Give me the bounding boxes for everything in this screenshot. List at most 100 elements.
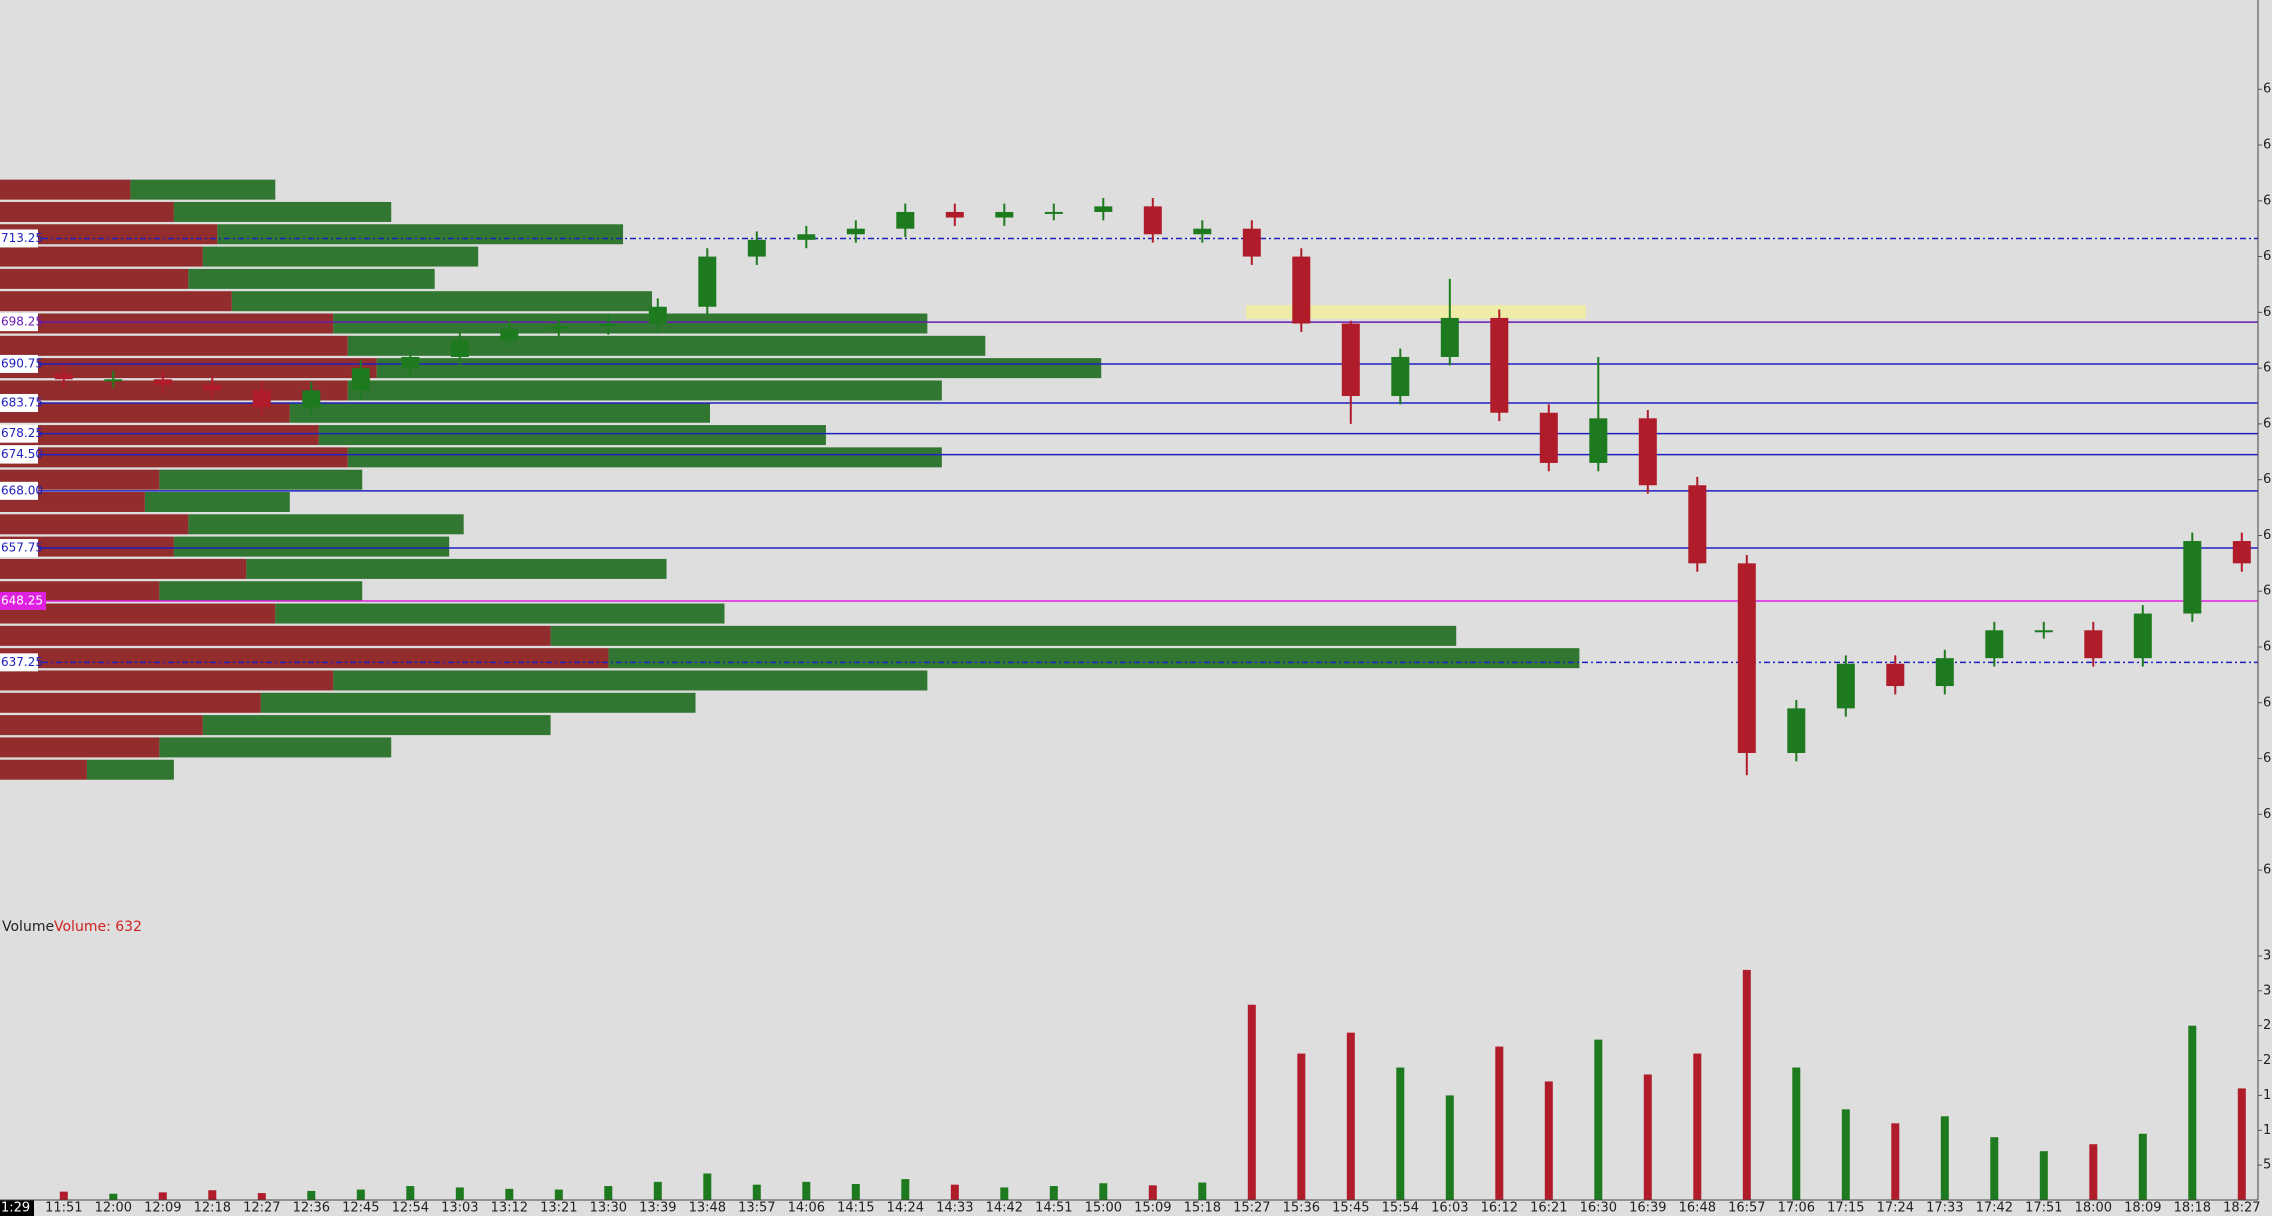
candle-body [104, 379, 123, 382]
y-tick-label: 6 [2263, 305, 2271, 320]
x-tick-label: 15:18 [1184, 1201, 1221, 1216]
x-tick-label: 14:24 [887, 1201, 924, 1216]
x-tick-label: 13:03 [441, 1201, 478, 1216]
profile-bar [0, 425, 319, 446]
candle-body [945, 211, 964, 218]
profile-bar [0, 291, 232, 312]
candle-body [1440, 317, 1459, 357]
profile-bar [86, 759, 174, 780]
price-levels: 713.25 698.25 690.75 683.75 678.25 674.50 668.… [0, 229, 2258, 672]
volume-bar [653, 1181, 662, 1200]
level-label: 657.75 [1, 541, 43, 555]
profile-bar [173, 201, 392, 222]
x-tick-label: 13:30 [590, 1201, 627, 1216]
candle-body [648, 306, 667, 324]
x-tick-label: 17:33 [1926, 1201, 1963, 1216]
profile-bar [0, 648, 609, 669]
level-label-box [0, 354, 38, 373]
volume-readout: Volume: 632 [54, 919, 142, 935]
x-tick-label: 14:51 [1035, 1201, 1072, 1216]
x-tick-label: 12:27 [243, 1201, 280, 1216]
candle-body [1787, 708, 1806, 753]
candle-body [54, 373, 73, 380]
x-tick-label: 15:54 [1382, 1201, 1419, 1216]
x-tick-label: 12:18 [194, 1201, 231, 1216]
volume-bar [59, 1191, 68, 1200]
y-tick-label: 1 [2263, 1123, 2271, 1138]
x-tick-label: 13:39 [639, 1201, 676, 1216]
profile-bar [0, 246, 203, 267]
volume-pane [59, 969, 2246, 1200]
x-tick-label: 13:48 [689, 1201, 726, 1216]
volume-bar [1049, 1186, 1058, 1200]
volume-bar [208, 1190, 217, 1200]
volume-bar [1495, 1046, 1504, 1200]
x-tick-label: 18:27 [2223, 1201, 2260, 1216]
candle-body [1490, 317, 1509, 413]
x-tick-label: 16:39 [1629, 1201, 1666, 1216]
candle-body [500, 329, 519, 341]
volume-bar [1693, 1053, 1702, 1200]
candle-body [1242, 228, 1261, 257]
profile-bar [0, 558, 247, 579]
level-label-box [0, 393, 38, 412]
x-tick-label: 17:15 [1827, 1201, 1864, 1216]
candle-body [1985, 630, 2004, 659]
candle-body [846, 228, 865, 235]
level-label: 713.25 [1, 231, 43, 245]
x-tick-label: 14:42 [986, 1201, 1023, 1216]
volume-profile [0, 179, 1580, 780]
x-tick-label: 15:00 [1085, 1201, 1122, 1216]
profile-bar [260, 692, 696, 713]
candle-body [1589, 418, 1608, 463]
x-tick-label: 12:00 [95, 1201, 132, 1216]
profile-bar [0, 625, 551, 646]
volume-bar [1346, 1032, 1355, 1200]
x-tick-label: 13:57 [738, 1201, 775, 1216]
x-tick-label: 16:12 [1481, 1201, 1518, 1216]
candles [54, 198, 2251, 776]
volume-bar [406, 1186, 415, 1200]
profile-bar [347, 447, 942, 468]
profile-bar [144, 491, 290, 512]
x-tick-label: 17:51 [2025, 1201, 2062, 1216]
profile-bar [376, 358, 1102, 379]
x-tick-label: 18:00 [2075, 1201, 2112, 1216]
x-tick-label: 18:09 [2124, 1201, 2161, 1216]
profile-bar [0, 715, 203, 736]
level-label-box [0, 481, 38, 500]
y-tick-label: 6 [2263, 472, 2271, 487]
profile-bar [188, 514, 464, 535]
volume-bar [1792, 1067, 1801, 1200]
volume-bar [554, 1189, 563, 1200]
volume-bar [901, 1179, 910, 1200]
x-tick-label: 15:36 [1283, 1201, 1320, 1216]
volume-bar [356, 1189, 365, 1200]
x-tick-label: 14:06 [788, 1201, 825, 1216]
candle-body [302, 390, 321, 408]
volume-bar [257, 1193, 266, 1200]
y-tick-label: 1 [2263, 1088, 2271, 1103]
level-label: 674.50 [1, 447, 43, 461]
profile-bar [159, 737, 392, 758]
candle-body [1836, 663, 1855, 709]
volume-bar [950, 1184, 959, 1200]
x-tick-label: 18:18 [2174, 1201, 2211, 1216]
profile-bar [231, 291, 653, 312]
volume-bar [752, 1184, 761, 1200]
candle-body [2133, 613, 2152, 659]
level-label-box [0, 539, 38, 558]
level-label: 648.25 [1, 593, 43, 607]
candle-body [1737, 563, 1756, 753]
candle-body [1143, 206, 1162, 235]
y-tick-label: 6 [2263, 249, 2271, 264]
y-tick-label: 6 [2263, 82, 2271, 97]
profile-bar [0, 402, 290, 423]
y-tick-label: 6 [2263, 138, 2271, 153]
volume-bar [1396, 1067, 1405, 1200]
level-label: 637.25 [1, 655, 43, 669]
volume-bar [158, 1192, 167, 1200]
profile-bar [0, 737, 160, 758]
volume-bar [1940, 1116, 1949, 1200]
